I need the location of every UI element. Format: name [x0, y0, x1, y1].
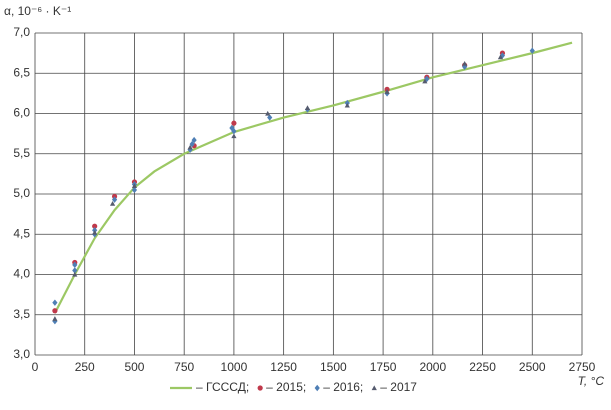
- curve: [53, 41, 573, 314]
- x-tick-label: 1500: [320, 360, 347, 374]
- y-tick-label: 7,0: [13, 25, 30, 39]
- y-tick-label: 3,5: [13, 307, 30, 321]
- x-tick-label: 2500: [519, 360, 546, 374]
- point: [52, 299, 58, 306]
- point: [187, 144, 193, 150]
- point: [497, 54, 504, 60]
- x-tick-label: 1250: [270, 360, 297, 374]
- point: [72, 261, 78, 269]
- point: [499, 52, 506, 59]
- y-tick-label: 4,5: [13, 226, 30, 240]
- x-axis-label: T, °C: [578, 374, 605, 388]
- point: [384, 89, 390, 94]
- point: [52, 316, 58, 321]
- x-tick-label: 1000: [221, 360, 248, 374]
- legend-swatch: [257, 385, 263, 391]
- point: [92, 223, 98, 229]
- point: [109, 201, 116, 206]
- point: [231, 133, 237, 139]
- point: [189, 140, 195, 148]
- legend-swatch: [371, 385, 377, 391]
- point: [52, 308, 58, 314]
- point: [422, 78, 428, 84]
- y-tick-label: 5,5: [13, 146, 30, 160]
- point: [72, 271, 78, 277]
- x-tick-label: 0: [32, 360, 39, 374]
- y-tick-label: 6,5: [13, 65, 30, 79]
- legend-label: – ГСССД;: [196, 380, 249, 394]
- legend-label: – 2017: [380, 380, 417, 394]
- point: [424, 75, 430, 83]
- legend-swatch: [314, 384, 320, 392]
- point: [229, 124, 235, 132]
- x-tick-label: 2750: [569, 360, 596, 374]
- x-tick-label: 2000: [419, 360, 446, 374]
- y-tick-label: 6,0: [13, 106, 30, 120]
- y-tick-label: 4,0: [13, 267, 30, 281]
- x-tick-label: 250: [75, 360, 95, 374]
- y-axis-label: α, 10⁻⁶ · K⁻¹: [4, 4, 71, 18]
- point: [131, 183, 138, 189]
- x-tick-label: 2250: [469, 360, 496, 374]
- x-tick-label: 750: [174, 360, 194, 374]
- x-tick-label: 1750: [370, 360, 397, 374]
- point: [111, 193, 118, 200]
- point: [344, 102, 350, 108]
- point: [131, 186, 138, 194]
- y-tick-label: 5,0: [13, 186, 30, 200]
- point: [191, 136, 197, 144]
- point: [111, 196, 118, 203]
- point: [265, 110, 271, 116]
- point: [529, 47, 535, 54]
- point: [304, 105, 311, 110]
- point: [267, 114, 273, 121]
- point: [462, 60, 468, 66]
- point: [72, 267, 78, 274]
- point: [92, 230, 98, 235]
- legend-label: – 2015;: [266, 380, 306, 394]
- x-tick-label: 500: [124, 360, 144, 374]
- y-tick-label: 3,0: [13, 347, 30, 361]
- point: [231, 120, 237, 126]
- legend-label: – 2016;: [323, 380, 363, 394]
